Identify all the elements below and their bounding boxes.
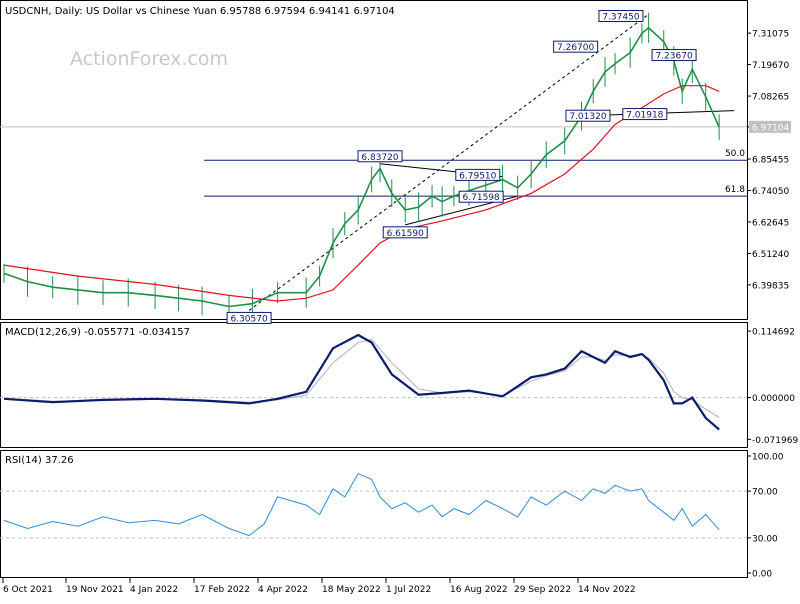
- rsi-axis-label: 30.00: [752, 534, 778, 544]
- fib-label-50.0: 50.0: [725, 149, 745, 159]
- x-axis-label: 6 Oct 2021: [3, 585, 53, 595]
- price-annotation-box: [598, 10, 644, 23]
- macd-panel-frame: [0, 322, 748, 448]
- x-axis-label: 19 Nov 2021: [66, 585, 124, 595]
- rsi-layer: [0, 472, 747, 539]
- price-axis-label: 6.39835: [752, 281, 789, 291]
- x-axis-label: 29 Sep 2022: [514, 585, 571, 595]
- macd-axis-label: -0.071969: [752, 436, 798, 446]
- current-price-label: 6.97104: [752, 123, 789, 133]
- rsi-panel-frame: [0, 450, 748, 578]
- price-annotation-label: 7.01918: [626, 111, 663, 121]
- price-annotation-box: [458, 190, 504, 203]
- macd-line: [3, 333, 720, 431]
- current-price-tag: [749, 120, 791, 133]
- rsi-axis-label: 100.00: [752, 453, 784, 463]
- price-annotation-label: 7.01320: [569, 112, 606, 122]
- price-annotation-label: 6.61590: [387, 229, 424, 239]
- x-axis-label: 16 Aug 2022: [450, 585, 508, 595]
- macd-axis-label: 0.000000: [752, 394, 795, 404]
- price-annotation-label: 7.23670: [655, 52, 692, 62]
- price-annotation-box: [651, 49, 697, 62]
- price-axis-label: 7.19670: [752, 61, 789, 71]
- x-axis-label: 4 Apr 2022: [258, 585, 308, 595]
- x-axis-label: 4 Jan 2022: [130, 585, 178, 595]
- rsi-axis-label: 0.00: [752, 570, 772, 580]
- price-annotation-box: [382, 226, 428, 239]
- symbol-line: USDCNH, Daily: US Dollar vs Chinese Yuan…: [5, 6, 395, 17]
- price-axis-label: 6.62645: [752, 218, 789, 228]
- macd-layer: [0, 333, 747, 431]
- price-annotation-box: [553, 40, 599, 53]
- rsi-line: [3, 472, 720, 537]
- axis-layer: 7.31075 7.19670 7.08265 6.97104 6.85455 6.740…: [2, 30, 798, 595]
- x-axis-label: 1 Jul 2022: [386, 585, 431, 595]
- rsi-title: RSI(14) 37.26: [5, 455, 74, 466]
- macd-signal-line: [3, 339, 720, 418]
- x-axis-label: 14 Nov 2022: [578, 585, 636, 595]
- watermark: ActionForex.com: [70, 48, 228, 70]
- price-axis-label: 7.08265: [752, 93, 789, 103]
- x-axis-label: 17 Feb 2022: [194, 585, 250, 595]
- price-axis-label: 6.51240: [752, 250, 789, 260]
- price-panel-frame: [0, 0, 748, 320]
- price-annotation-label: 6.30570: [230, 314, 267, 324]
- price-axis-label: 6.74050: [752, 187, 789, 197]
- price-annotation-box: [226, 311, 272, 324]
- price-annotation-label: 6.71598: [463, 193, 500, 203]
- macd-axis-label: 0.114692: [752, 328, 795, 338]
- price-annotation-box: [622, 108, 668, 121]
- price-annotation-box: [357, 150, 403, 163]
- price-annotation-box: [455, 168, 501, 181]
- price-axis-label: 6.85455: [752, 155, 789, 165]
- price-annotation-label: 6.79510: [459, 171, 496, 181]
- price-annotation-label: 7.26700: [557, 43, 594, 53]
- dashed-trendline: [248, 15, 648, 311]
- x-axis-label: 18 May 2022: [322, 585, 381, 595]
- price-axis-label: 7.31075: [752, 30, 789, 40]
- macd-title: MACD(12,26,9) -0.055771 -0.034157: [5, 327, 190, 338]
- fib-label-61.8: 61.8: [725, 185, 745, 195]
- price-annotation-label: 6.83720: [361, 153, 398, 163]
- moving-average-line: [3, 85, 720, 302]
- price-line: [3, 26, 720, 308]
- price-annotation-box: [565, 109, 611, 122]
- price-annotation-label: 7.37450: [602, 13, 639, 23]
- rsi-axis-label: 70.00: [752, 488, 778, 498]
- price-layer: 50.0 61.8 7.37450 7.26700 7.23670 7.01320 7.01…: [0, 10, 747, 324]
